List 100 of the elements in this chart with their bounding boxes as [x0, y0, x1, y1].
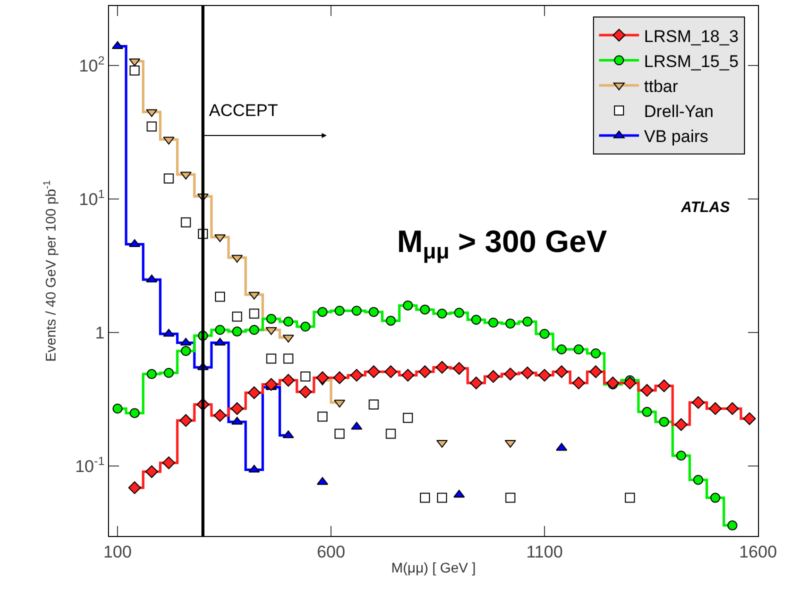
point — [453, 490, 465, 498]
point — [606, 376, 620, 390]
point — [386, 428, 396, 439]
point — [708, 402, 722, 415]
point — [164, 173, 174, 184]
point — [556, 442, 568, 451]
point — [231, 416, 243, 425]
point — [215, 324, 226, 335]
point — [146, 369, 157, 380]
point — [248, 386, 261, 400]
legend-label: VB pairs — [644, 127, 708, 146]
annotation: ATLAS — [680, 199, 730, 216]
point — [145, 465, 158, 478]
point — [130, 408, 140, 418]
point — [231, 254, 243, 263]
point — [437, 308, 448, 319]
point — [402, 412, 413, 423]
point — [283, 354, 294, 364]
point — [282, 430, 294, 438]
point — [505, 318, 516, 329]
point — [164, 368, 174, 378]
point — [248, 292, 260, 300]
point — [130, 66, 140, 76]
point — [470, 376, 483, 390]
point — [590, 348, 601, 358]
y-tick-label: 10$^{1}$ — [79, 187, 105, 210]
point — [384, 365, 398, 378]
point — [743, 412, 756, 426]
point — [214, 234, 226, 242]
point — [504, 368, 517, 380]
point — [642, 406, 652, 417]
x-tick-label: 100 — [103, 542, 132, 562]
point — [693, 474, 704, 485]
legend-label: LRSM_15_5 — [644, 52, 739, 71]
point — [676, 450, 686, 461]
point — [128, 58, 140, 66]
point — [249, 308, 260, 319]
point — [486, 370, 500, 383]
point — [556, 344, 567, 354]
point — [163, 328, 174, 337]
point — [180, 217, 191, 228]
point — [300, 322, 310, 332]
point — [420, 492, 430, 503]
point — [317, 412, 328, 422]
point — [522, 316, 532, 327]
x-tick-label: 600 — [316, 542, 346, 562]
point — [350, 422, 362, 430]
point — [266, 354, 276, 364]
point — [437, 492, 448, 503]
point — [282, 374, 295, 387]
point — [454, 308, 464, 318]
ref-line-label: ACCEPT — [209, 101, 278, 120]
point — [710, 492, 720, 503]
x-tick-label: 1100 — [526, 542, 563, 562]
point — [589, 365, 602, 378]
point — [538, 368, 551, 382]
point — [350, 368, 363, 382]
point — [540, 328, 550, 339]
point — [488, 318, 498, 328]
point — [283, 316, 294, 327]
point — [572, 376, 586, 390]
point — [249, 324, 260, 335]
point — [504, 440, 516, 448]
point — [436, 361, 448, 374]
point — [112, 404, 123, 414]
point — [146, 122, 157, 132]
x-axis-title: M(μμ) [ GeV ] — [391, 560, 476, 576]
legend-label: LRSM_18_3 — [644, 26, 739, 46]
point — [418, 365, 432, 378]
point — [230, 402, 244, 415]
point — [368, 399, 379, 410]
point — [471, 314, 482, 325]
point — [264, 378, 278, 391]
point — [352, 306, 362, 316]
point — [521, 366, 534, 380]
point — [659, 416, 670, 427]
point — [334, 428, 345, 439]
point — [420, 304, 430, 315]
point — [624, 492, 635, 503]
point — [232, 312, 242, 322]
point — [674, 418, 688, 431]
y-tick-label: 10$^{-1}$ — [75, 454, 105, 476]
point — [180, 172, 192, 180]
point — [333, 371, 346, 384]
x-tick-label: 1600 — [739, 542, 777, 562]
point — [368, 306, 379, 317]
point — [574, 344, 584, 354]
point — [180, 338, 192, 346]
point — [367, 365, 380, 378]
point — [248, 464, 260, 473]
point — [436, 440, 448, 448]
point — [266, 314, 276, 324]
point — [624, 376, 636, 390]
point — [162, 456, 176, 470]
legend-label: Drell-Yan — [644, 102, 714, 122]
point — [505, 492, 516, 503]
point — [299, 386, 312, 398]
point — [452, 362, 466, 375]
annotation: M$_{μμ}$ > 300 GeV — [397, 224, 608, 264]
y-tick-label: 10$^{2}$ — [79, 54, 105, 76]
